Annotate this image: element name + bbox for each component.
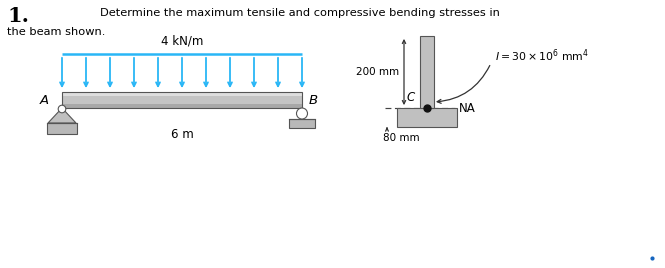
Text: NA: NA bbox=[459, 102, 475, 114]
Text: Determine the maximum tensile and compressive bending stresses in: Determine the maximum tensile and compre… bbox=[100, 8, 500, 18]
Text: 1.: 1. bbox=[7, 6, 29, 26]
Bar bbox=[62, 104, 302, 108]
Bar bbox=[420, 36, 434, 108]
Text: A: A bbox=[40, 94, 49, 106]
Bar bbox=[47, 123, 77, 134]
Text: 80 mm: 80 mm bbox=[383, 133, 420, 143]
Text: 200 mm: 200 mm bbox=[356, 67, 399, 77]
Bar bbox=[62, 92, 302, 108]
Circle shape bbox=[59, 105, 66, 113]
Text: the beam shown.: the beam shown. bbox=[7, 27, 105, 37]
Text: 6 m: 6 m bbox=[171, 128, 194, 140]
Bar bbox=[62, 95, 302, 104]
Polygon shape bbox=[48, 108, 76, 123]
Bar bbox=[62, 92, 302, 95]
Bar bbox=[289, 119, 315, 128]
Text: $I = 30 \times 10^6\ \mathrm{mm}^4$: $I = 30 \times 10^6\ \mathrm{mm}^4$ bbox=[495, 48, 589, 64]
Text: 4 kN/m: 4 kN/m bbox=[161, 35, 203, 48]
Text: C: C bbox=[407, 91, 415, 104]
Bar bbox=[397, 108, 457, 127]
Circle shape bbox=[297, 108, 307, 119]
Text: B: B bbox=[309, 94, 318, 106]
